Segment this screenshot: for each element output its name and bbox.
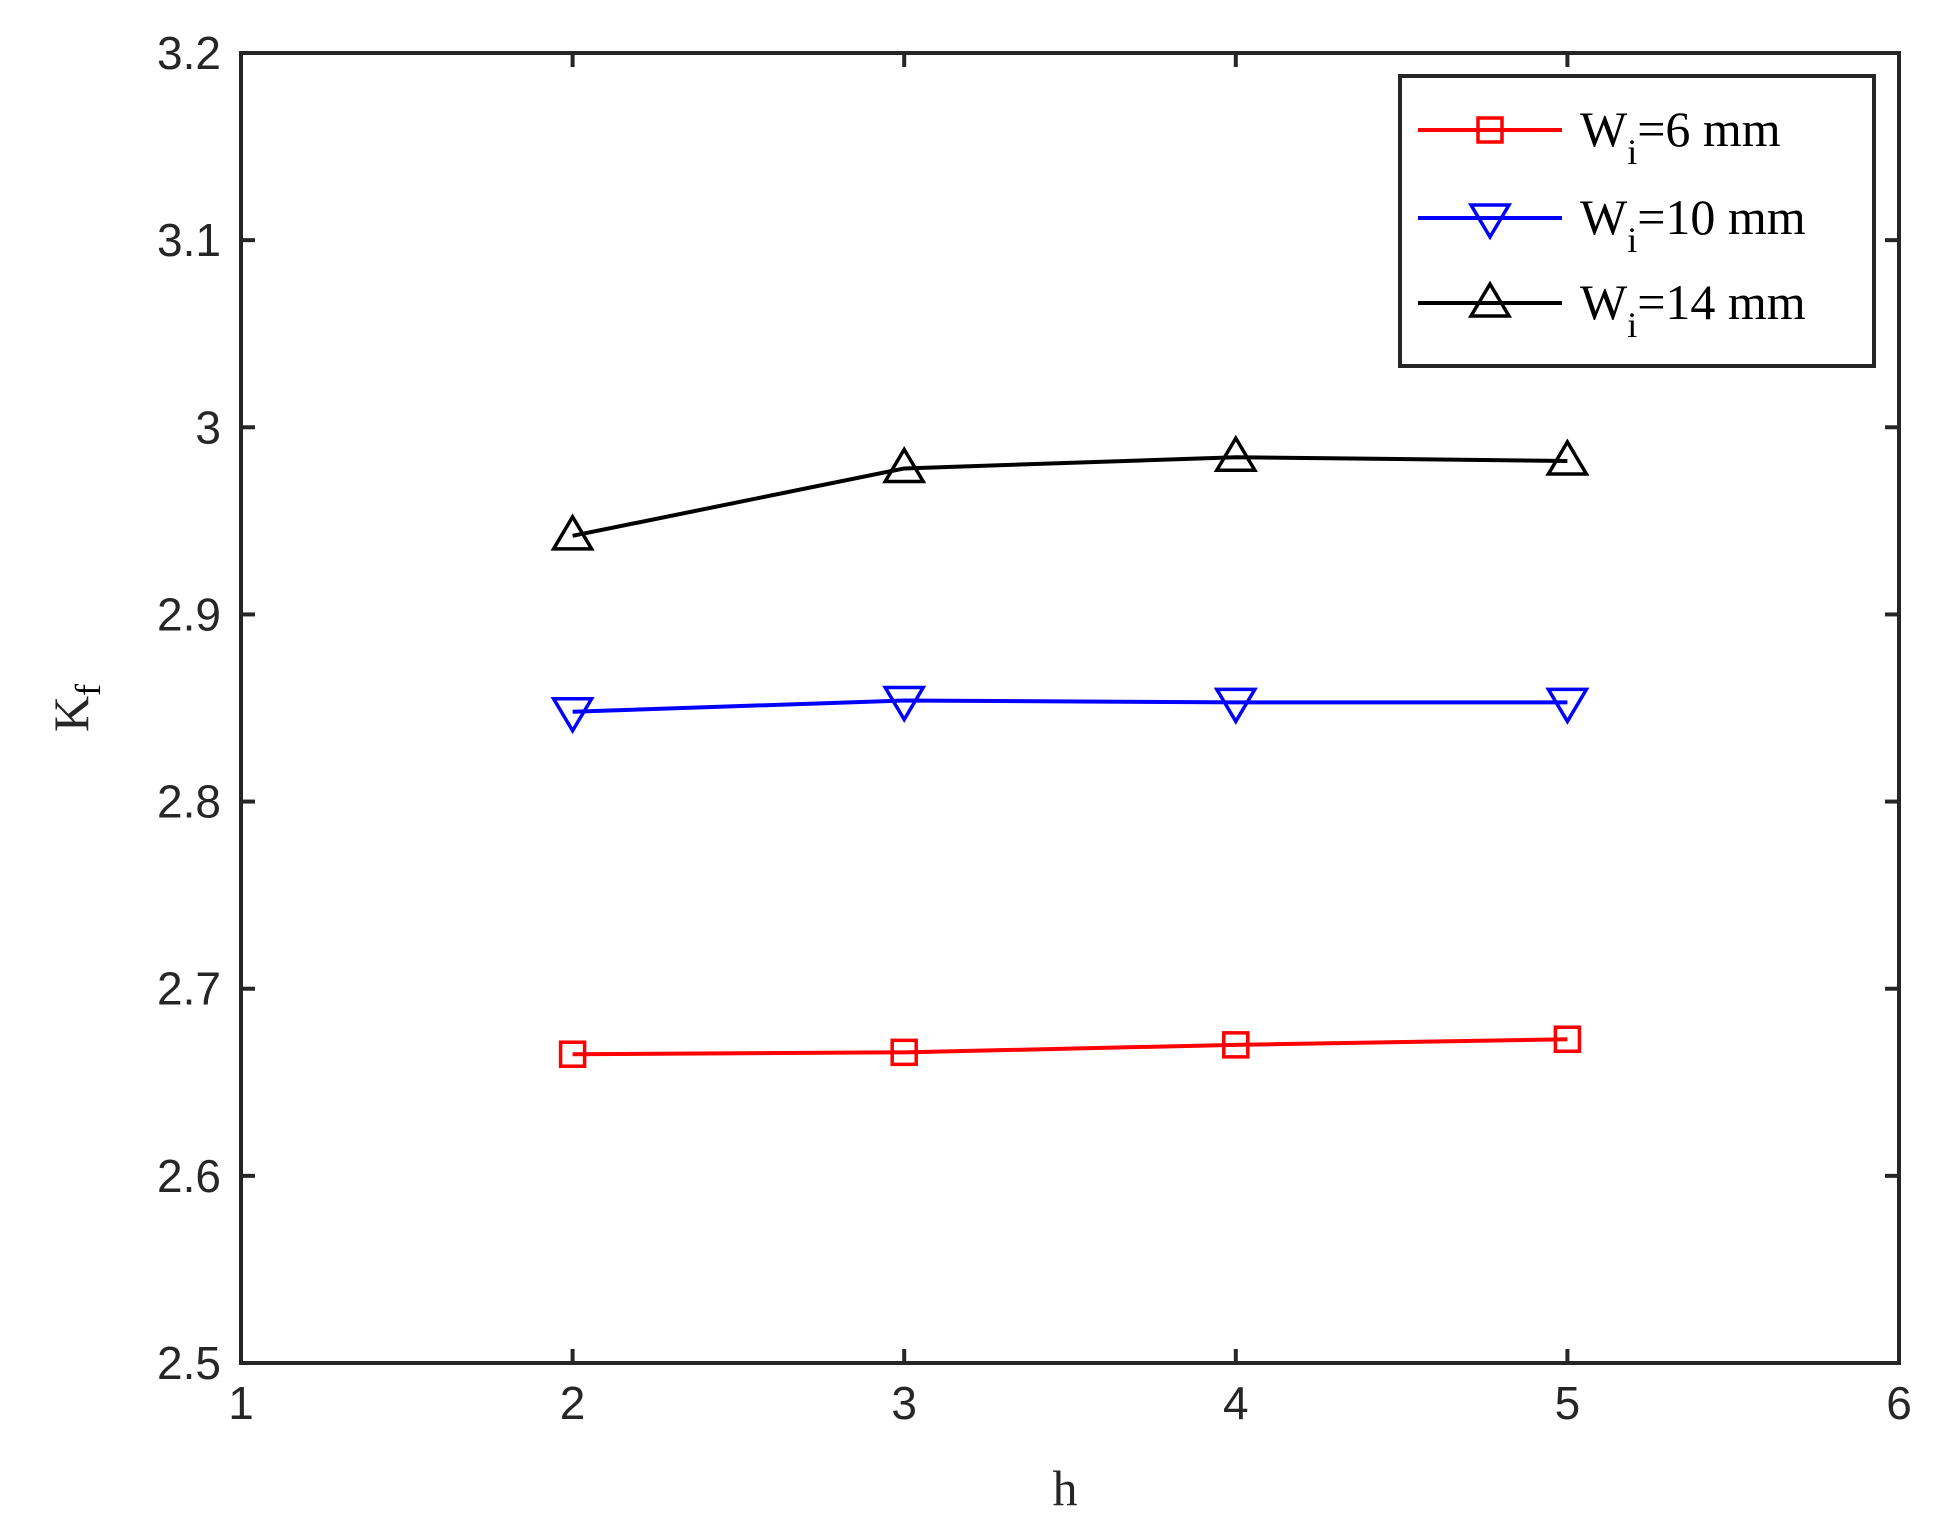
y-tick-label: 3 — [195, 401, 221, 453]
x-tick-label: 1 — [228, 1377, 254, 1429]
tick-labels: 1 2 3 4 5 6 2.5 2.6 2.7 2.8 2.9 3 3.1 3.2 — [157, 27, 1912, 1429]
legend-marker — [1467, 203, 1513, 241]
series-line — [572, 698, 1568, 714]
data-point — [1545, 687, 1590, 725]
data-point — [882, 446, 927, 484]
legend-label: Wi=14 mm — [1580, 274, 1806, 345]
data-point — [1213, 434, 1258, 472]
series-2 — [550, 685, 1590, 735]
plot-frame — [239, 51, 1901, 1365]
data-point — [1213, 687, 1258, 725]
legend-label: Wi=10 mm — [1580, 189, 1806, 260]
series-3 — [550, 434, 1590, 551]
legend-entry-1: Wi=6 mm — [1418, 101, 1781, 172]
legend-label: Wi=6 mm — [1580, 101, 1781, 172]
series-line — [572, 1037, 1568, 1057]
y-tick-label: 3.1 — [157, 214, 221, 266]
y-tick-label: 2.5 — [157, 1337, 221, 1389]
x-tick-label: 3 — [891, 1377, 917, 1429]
legend: Wi=6 mm Wi=10 mm Wi=14 mm — [1398, 74, 1876, 368]
y-axis-label-main: K — [43, 696, 99, 732]
x-tick-label: 6 — [1886, 1377, 1912, 1429]
legend-entry-2: Wi=10 mm — [1418, 189, 1806, 260]
svg-text:Kf: Kf — [43, 684, 108, 732]
y-tick-label: 2.7 — [157, 963, 221, 1015]
y-axis-label: Kf — [43, 684, 108, 732]
series-line — [572, 455, 1568, 538]
legend-entry-3: Wi=14 mm — [1418, 274, 1806, 345]
x-axis-label: h — [1053, 1460, 1078, 1516]
data-point — [558, 1040, 587, 1068]
data-point — [550, 513, 595, 551]
data-point — [1545, 438, 1590, 476]
legend-marker — [1476, 116, 1504, 144]
legend-marker — [1467, 280, 1513, 318]
series-layer — [550, 434, 1590, 1068]
data-point — [890, 1038, 918, 1067]
y-tick-label: 2.8 — [157, 776, 221, 828]
series-1 — [558, 1025, 1582, 1068]
data-point — [1553, 1025, 1582, 1053]
y-tick-label: 3.2 — [157, 27, 221, 79]
y-tick-label: 2.9 — [157, 588, 221, 640]
x-tick-label: 2 — [560, 1377, 586, 1429]
data-point — [1222, 1031, 1250, 1059]
x-tick-label: 5 — [1555, 1377, 1581, 1429]
legend-entries: Wi=6 mm Wi=10 mm Wi=14 mm — [1418, 101, 1806, 345]
data-point — [550, 696, 595, 735]
x-tick-label: 4 — [1223, 1377, 1249, 1429]
y-tick-label: 2.6 — [157, 1150, 221, 1202]
y-axis-label-sub: f — [68, 684, 108, 696]
data-point — [882, 685, 927, 723]
